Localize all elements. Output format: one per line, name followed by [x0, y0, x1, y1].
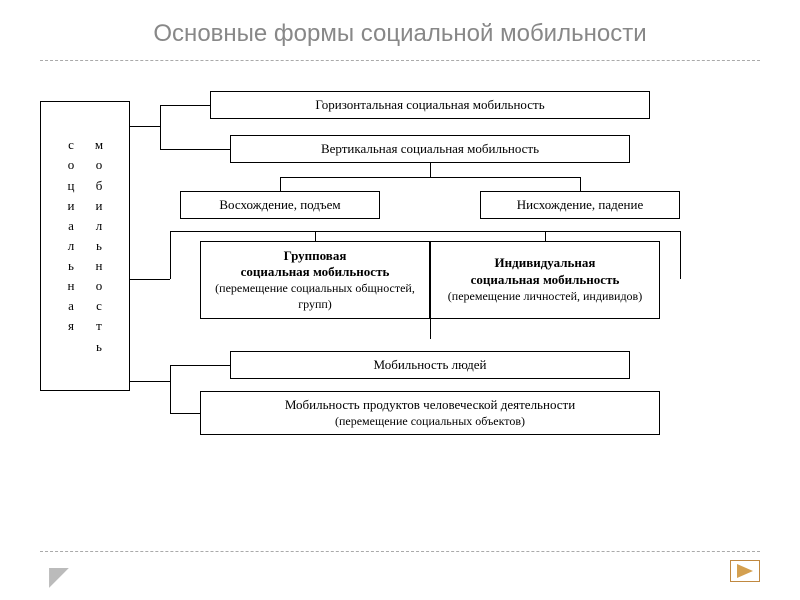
edge: [280, 177, 281, 191]
edge: [170, 413, 200, 414]
node-indiv-l1: Индивидуальная: [495, 255, 596, 270]
node-group-l1: Групповая: [284, 248, 347, 263]
edge: [430, 319, 431, 339]
edge: [130, 126, 160, 127]
edge: [170, 365, 230, 366]
diagram-container: социальная мобильность Горизонтальная со…: [40, 91, 760, 491]
page-title: Основные формы социальной мобильности: [0, 0, 800, 56]
node-group-l3: (перемещение социальных общностей, групп…: [207, 281, 423, 312]
node-ascent: Восхождение, подъем: [180, 191, 380, 219]
edge: [130, 279, 170, 280]
edge: [545, 231, 546, 241]
corner-arrow-icon: [39, 558, 69, 588]
edge: [680, 231, 681, 279]
node-descent: Нисхождение, падение: [480, 191, 680, 219]
node-products: Мобильность продуктов человеческой деяте…: [200, 391, 660, 435]
next-button[interactable]: [730, 560, 760, 582]
edge: [130, 381, 170, 382]
edge: [160, 105, 161, 149]
node-indiv-l2: социальная мобильность: [471, 272, 620, 287]
edge: [170, 231, 171, 279]
next-arrow-icon: [737, 564, 753, 578]
node-root: социальная мобильность: [40, 101, 130, 391]
node-group: Групповая социальная мобильность (переме…: [200, 241, 430, 319]
edge: [160, 105, 210, 106]
node-indiv-l3: (перемещение личностей, индивидов): [448, 289, 642, 305]
node-individual: Индивидуальная социальная мобильность (п…: [430, 241, 660, 319]
node-group-l2: социальная мобильность: [241, 264, 390, 279]
edge: [280, 177, 580, 178]
node-products-l1: Мобильность продуктов человеческой деяте…: [285, 397, 575, 414]
edge: [580, 177, 581, 191]
root-col1: социальная: [66, 135, 76, 357]
edge: [170, 365, 171, 413]
edge: [170, 231, 680, 232]
node-products-l2: (перемещение социальных объектов): [335, 414, 525, 430]
edge: [315, 231, 316, 241]
divider-top: [40, 60, 760, 61]
node-horizontal: Горизонтальная социальная мобильность: [210, 91, 650, 119]
edge: [430, 163, 431, 177]
root-col2: мобильность: [94, 135, 104, 357]
divider-bottom: [40, 551, 760, 552]
edge: [160, 149, 230, 150]
node-vertical: Вертикальная социальная мобильность: [230, 135, 630, 163]
node-people: Мобильность людей: [230, 351, 630, 379]
